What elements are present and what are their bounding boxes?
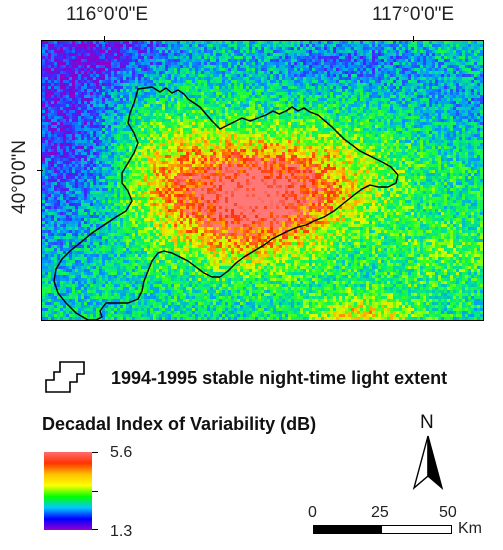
map-raster-frame xyxy=(41,40,484,321)
ramp-max-label: 5.6 xyxy=(110,444,133,461)
scale-label-50: 50 xyxy=(439,504,457,521)
ramp-tick-max xyxy=(92,452,98,453)
ramp-tick-min xyxy=(92,529,98,530)
lat-tick-40n xyxy=(37,170,43,171)
latitude-label-40n: 40°0'0"N xyxy=(9,140,30,214)
scale-label-0: 0 xyxy=(308,504,317,521)
variability-raster xyxy=(42,41,483,320)
ramp-min-label: 1.3 xyxy=(110,523,133,540)
boundary-legend-symbol xyxy=(45,361,85,393)
color-ramp xyxy=(44,452,92,530)
boundary-legend-label: 1994-1995 stable night-time light extent xyxy=(111,368,448,388)
ramp-tick-mid xyxy=(92,491,98,492)
north-arrow-label: N xyxy=(420,412,434,433)
longitude-label-117e: 117°0'0"E xyxy=(372,4,455,25)
longitude-label-116e: 116°0'0"E xyxy=(66,4,149,25)
map-overlay xyxy=(53,86,399,320)
scale-bar xyxy=(313,525,452,534)
scale-unit-label: Km xyxy=(458,520,482,537)
lon-tick-116e xyxy=(104,36,105,42)
stable-light-extent-boundary xyxy=(53,86,399,320)
scale-label-25: 25 xyxy=(371,504,389,521)
color-legend-title: Decadal Index of Variability (dB) xyxy=(42,414,317,434)
north-arrow-icon xyxy=(412,435,444,490)
lon-tick-117e xyxy=(413,36,414,42)
scale-bar-black-segment xyxy=(314,526,382,533)
